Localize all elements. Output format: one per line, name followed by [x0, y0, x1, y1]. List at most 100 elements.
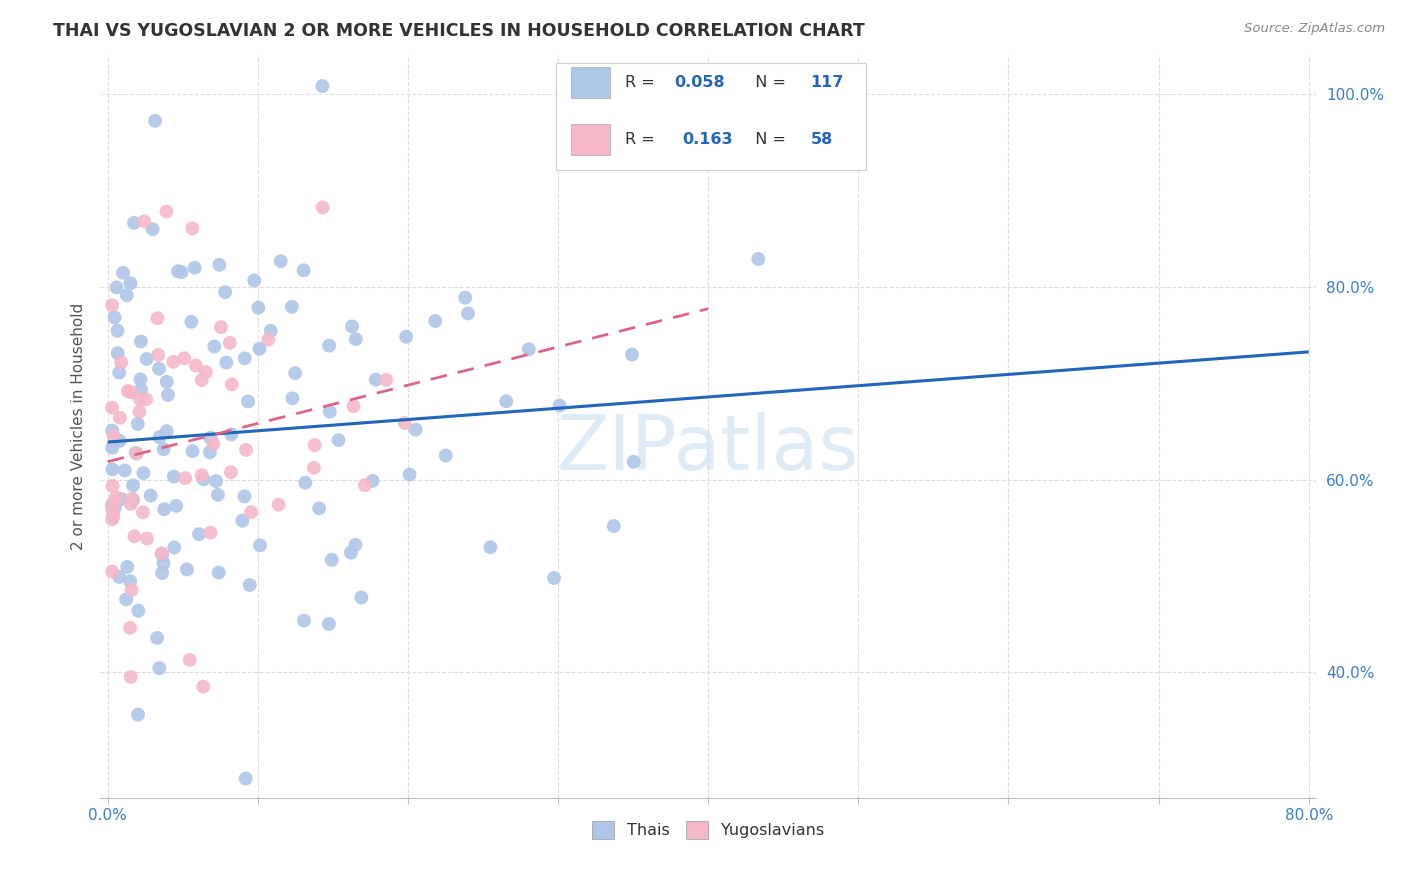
Point: [235, 442, 257, 457]
Text: Source: ZipAtlas.com: Source: ZipAtlas.com: [1244, 22, 1385, 36]
Point: [132, 505, 155, 519]
Point: [340, 546, 363, 560]
Point: [103, 495, 125, 509]
Legend: Thais, Yugoslavians: Thais, Yugoslavians: [586, 814, 831, 846]
Point: [122, 478, 145, 492]
Point: [179, 653, 201, 667]
Point: [125, 446, 148, 460]
Point: [344, 538, 367, 552]
Point: [148, 348, 170, 362]
Text: R =: R =: [626, 132, 665, 147]
Point: [260, 324, 283, 338]
Point: [115, 592, 138, 607]
Point: [479, 541, 502, 555]
Point: [136, 532, 159, 546]
Point: [284, 366, 307, 380]
Point: [294, 475, 316, 490]
Point: [240, 505, 263, 519]
Point: [105, 490, 128, 504]
Point: [108, 570, 131, 584]
Point: [340, 319, 363, 334]
Point: [103, 428, 125, 442]
Point: [281, 300, 304, 314]
Point: [205, 474, 228, 488]
Point: [231, 514, 253, 528]
Point: [115, 560, 138, 574]
Point: [395, 330, 418, 344]
Point: [176, 562, 198, 576]
Text: THAI VS YUGOSLAVIAN 2 OR MORE VEHICLES IN HOUSEHOLD CORRELATION CHART: THAI VS YUGOSLAVIAN 2 OR MORE VEHICLES I…: [53, 22, 865, 40]
Point: [142, 222, 165, 236]
Point: [163, 541, 186, 555]
Point: [302, 460, 325, 475]
Point: [120, 497, 142, 511]
Point: [162, 355, 184, 369]
Point: [108, 434, 131, 448]
Point: [270, 254, 292, 268]
Point: [105, 280, 128, 294]
Point: [319, 405, 342, 419]
Point: [188, 527, 211, 541]
Point: [135, 351, 157, 366]
Point: [394, 416, 416, 430]
Point: [353, 478, 375, 492]
Point: [112, 266, 135, 280]
Point: [236, 394, 259, 409]
Point: [311, 78, 333, 93]
Text: ZIPatlas: ZIPatlas: [557, 412, 859, 486]
Point: [208, 258, 231, 272]
Point: [170, 265, 193, 279]
Point: [375, 373, 398, 387]
Point: [398, 467, 420, 482]
Point: [104, 500, 127, 515]
Point: [257, 333, 280, 347]
Point: [221, 427, 243, 442]
Point: [150, 546, 173, 560]
Point: [152, 442, 174, 457]
Point: [108, 410, 131, 425]
FancyBboxPatch shape: [557, 62, 866, 170]
Point: [101, 479, 124, 493]
Point: [215, 355, 238, 369]
Point: [132, 466, 155, 480]
Point: [548, 399, 571, 413]
Point: [249, 538, 271, 552]
Point: [247, 301, 270, 315]
Point: [121, 491, 143, 506]
Point: [318, 617, 340, 632]
Point: [101, 510, 124, 524]
Point: [165, 499, 187, 513]
Point: [747, 252, 769, 266]
Point: [101, 565, 124, 579]
Point: [101, 441, 124, 455]
Point: [129, 334, 152, 349]
FancyBboxPatch shape: [571, 124, 610, 155]
Y-axis label: 2 or more Vehicles in Household: 2 or more Vehicles in Household: [72, 303, 86, 550]
Text: 0.058: 0.058: [673, 75, 724, 90]
Point: [183, 260, 205, 275]
Point: [127, 707, 149, 722]
Point: [110, 355, 132, 369]
Point: [434, 449, 457, 463]
Point: [150, 548, 173, 562]
Point: [292, 263, 315, 277]
Point: [122, 216, 145, 230]
Point: [124, 529, 146, 543]
Point: [129, 383, 152, 397]
Point: [118, 621, 141, 635]
Point: [150, 566, 173, 580]
Point: [127, 417, 149, 431]
Point: [120, 574, 142, 589]
Point: [181, 444, 204, 458]
Point: [103, 507, 125, 521]
Point: [198, 445, 221, 459]
Point: [107, 324, 129, 338]
Point: [249, 342, 271, 356]
Point: [114, 463, 136, 477]
Point: [156, 424, 179, 438]
Point: [190, 373, 212, 387]
Point: [308, 501, 330, 516]
Point: [239, 578, 262, 592]
Point: [214, 285, 236, 300]
Point: [350, 591, 373, 605]
